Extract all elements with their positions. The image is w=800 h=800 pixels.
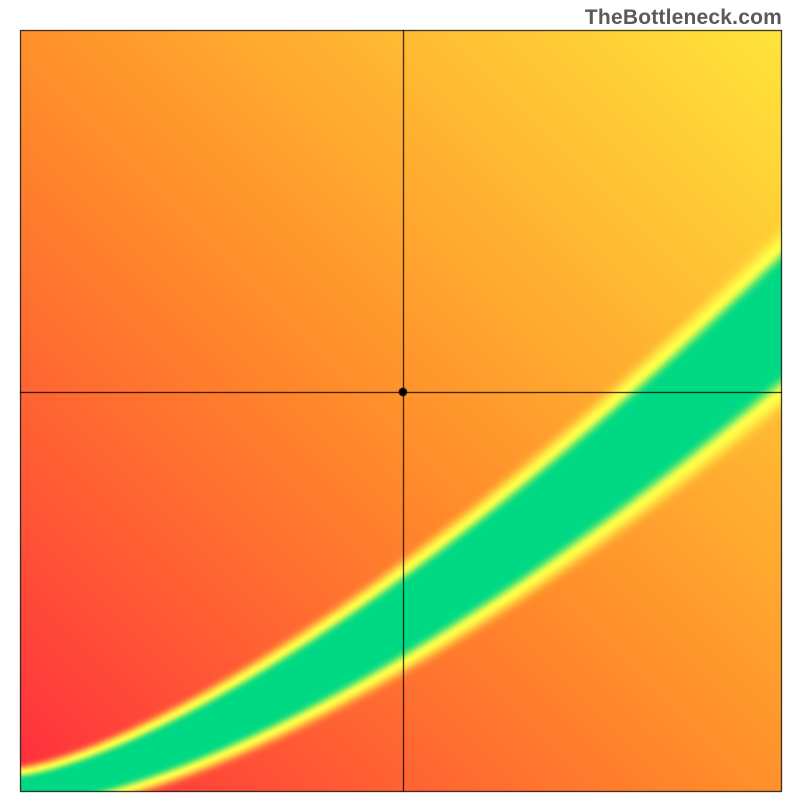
crosshair-overlay <box>0 0 800 800</box>
watermark-text: TheBottleneck.com <box>585 6 782 30</box>
chart-container: { "watermark": { "text": "TheBottleneck.… <box>0 0 800 800</box>
